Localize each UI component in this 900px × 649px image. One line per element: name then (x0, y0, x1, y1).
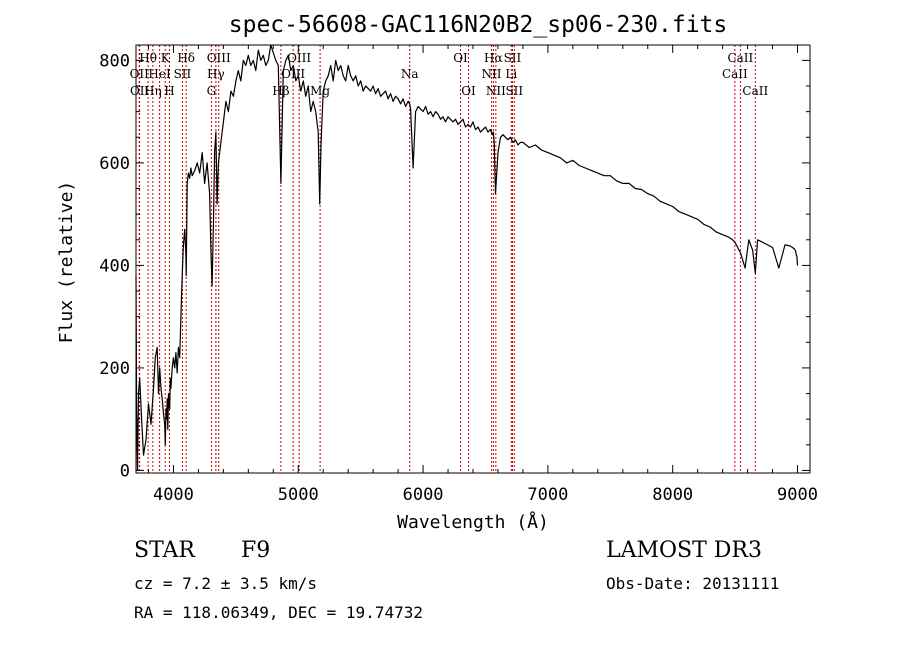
x-tick-label: 6000 (403, 485, 444, 505)
object-class: STAR (134, 538, 195, 563)
line-label: Mg (310, 84, 330, 98)
x-tick-label: 8000 (652, 485, 693, 505)
line-label: OI (453, 51, 468, 65)
line-label: OIII (287, 51, 311, 65)
line-label: OII (130, 67, 150, 81)
line-label: G (207, 84, 217, 98)
chart-title: spec-56608-GAC116N20B2_sp06-230.fits (229, 12, 728, 38)
line-label: SII (174, 67, 192, 81)
line-markers (138, 45, 756, 473)
coordinates: RA = 118.06349, DEC = 19.74732 (134, 603, 423, 622)
line-label: H (164, 84, 174, 98)
line-label: OII (130, 84, 150, 98)
line-label: SII (505, 84, 523, 98)
line-label: Hη (144, 84, 162, 98)
line-label: NII (486, 84, 506, 98)
object-subclass: F9 (241, 538, 271, 563)
y-tick-label: 800 (99, 51, 130, 71)
y-axis-label: Flux (relative) (56, 181, 77, 344)
redshift-velocity: cz = 7.2 ± 3.5 km/s (134, 574, 318, 593)
y-tick-label: 400 (99, 256, 130, 276)
line-label: Hγ (207, 67, 225, 81)
x-axis-label: Wavelength (Å) (397, 511, 549, 533)
plot-frame (135, 44, 811, 474)
line-label: OIII (207, 51, 231, 65)
y-tick-label: 0 (120, 461, 130, 481)
x-tick-label: 4000 (153, 485, 194, 505)
line-label: Hθ (139, 51, 157, 65)
line-label: Na (401, 67, 419, 81)
x-tick-label: 7000 (527, 485, 568, 505)
line-label: NII (481, 67, 501, 81)
line-label: OI (461, 84, 476, 98)
line-label: SII (504, 51, 522, 65)
x-tick-label: 5000 (278, 485, 319, 505)
line-label: OIII (281, 67, 305, 81)
spectrum-line (135, 44, 799, 471)
y-tick-label: 200 (99, 359, 130, 379)
line-label: K (161, 51, 171, 65)
line-label: Hδ (177, 51, 195, 65)
line-label: Hβ (272, 84, 289, 98)
line-label: CaII (722, 67, 748, 81)
line-label: CaII (727, 51, 753, 65)
line-label: Li (505, 67, 517, 81)
line-label: CaII (742, 84, 768, 98)
survey-name: LAMOST DR3 (606, 538, 762, 563)
observation-date: Obs-Date: 20131111 (606, 574, 780, 593)
axis-ticks: 4000 5000 6000 7000 8000 9000 0 200 400 600 800 (99, 45, 818, 505)
line-label: Hα (484, 51, 503, 65)
x-tick-label: 9000 (777, 485, 818, 505)
y-tick-label: 600 (99, 154, 130, 174)
line-label: HeI (148, 67, 171, 81)
line-labels: OIIOIIHθHηHeIKHSIIHδGHγOIIIHβOIIIOIIIMgN… (130, 51, 769, 98)
